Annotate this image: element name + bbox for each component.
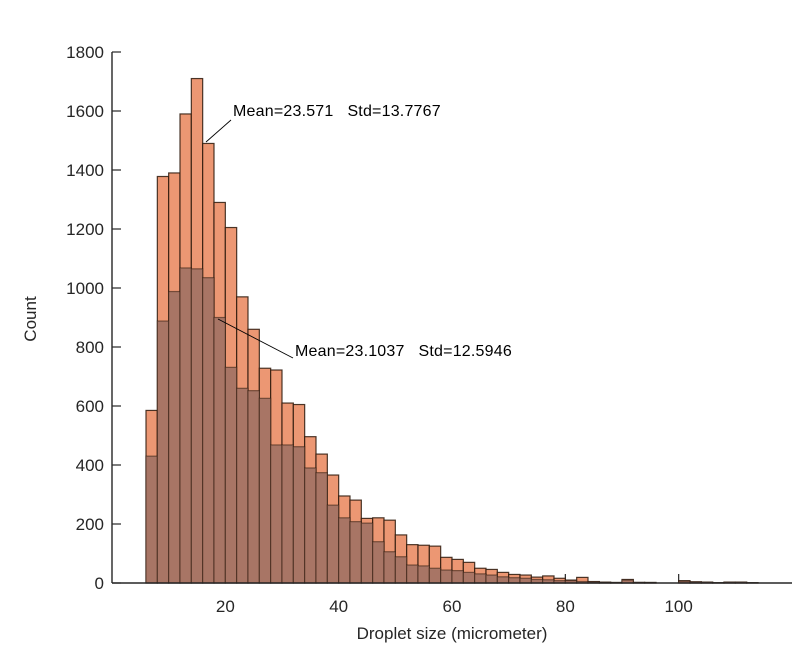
hist2-bar	[270, 444, 283, 584]
hist2-bar	[281, 444, 294, 584]
annotation-mean-std-2: Mean=23.1037 Std=12.5946	[295, 343, 512, 360]
hist2-bar	[462, 571, 476, 584]
hist2-bar	[202, 277, 215, 584]
hist2-bar	[360, 522, 374, 584]
hist2-bar	[496, 576, 510, 584]
hist2-bar	[292, 446, 306, 584]
hist2-bar	[258, 397, 272, 584]
hist2-bar	[213, 316, 226, 584]
hist2-bar	[179, 267, 192, 584]
hist2-bar	[383, 551, 396, 584]
x-tick-label: 40	[329, 597, 348, 616]
hist2-bar	[326, 504, 340, 584]
y-tick-label: 400	[76, 456, 104, 475]
hist2-bar	[236, 387, 249, 584]
hist2-bar	[190, 268, 204, 584]
annotation-mean-std-1: Mean=23.571 Std=13.7767	[233, 103, 441, 120]
hist2-bar	[485, 574, 498, 584]
y-tick-label: 1200	[66, 220, 104, 239]
hist2-bar	[247, 390, 260, 584]
hist2-bar	[519, 577, 532, 584]
y-tick-label: 200	[76, 515, 104, 534]
y-tick-label: 800	[76, 338, 104, 357]
x-axis-label-wrap: Droplet size (micrometer)	[112, 624, 792, 644]
annotation-leader-line	[205, 119, 232, 143]
y-tick-label: 1600	[66, 102, 104, 121]
y-tick-label: 1400	[66, 161, 104, 180]
hist2-bar	[315, 472, 328, 584]
hist2-bar	[394, 556, 408, 584]
hist2-bar	[338, 517, 351, 584]
hist2-bar	[428, 567, 442, 584]
hist2-bar	[451, 570, 464, 584]
x-tick-label: 60	[443, 597, 462, 616]
annotation-leader-line	[217, 318, 294, 359]
x-tick-label: 80	[556, 597, 575, 616]
y-tick-label: 600	[76, 397, 104, 416]
y-axis-label: Count	[21, 296, 40, 342]
x-tick-label: 100	[664, 597, 692, 616]
x-tick-label: 20	[216, 597, 235, 616]
hist2-bar	[474, 573, 487, 584]
hist2-bar	[349, 521, 362, 584]
hist2-bar	[417, 565, 430, 584]
x-axis-label: Droplet size (micrometer)	[356, 624, 548, 643]
hist2-bar	[406, 564, 419, 584]
y-tick-label: 0	[95, 574, 104, 593]
hist2-bar	[145, 455, 158, 584]
hist2-bar	[372, 541, 385, 584]
hist2-bar	[224, 366, 238, 584]
hist2-bar	[168, 290, 181, 584]
y-tick-label: 1800	[66, 43, 104, 62]
y-tick-label: 1000	[66, 279, 104, 298]
hist2-bar	[304, 467, 317, 584]
hist2-bar	[508, 577, 521, 584]
hist2-bar	[440, 569, 453, 584]
hist2-bar	[156, 320, 170, 584]
